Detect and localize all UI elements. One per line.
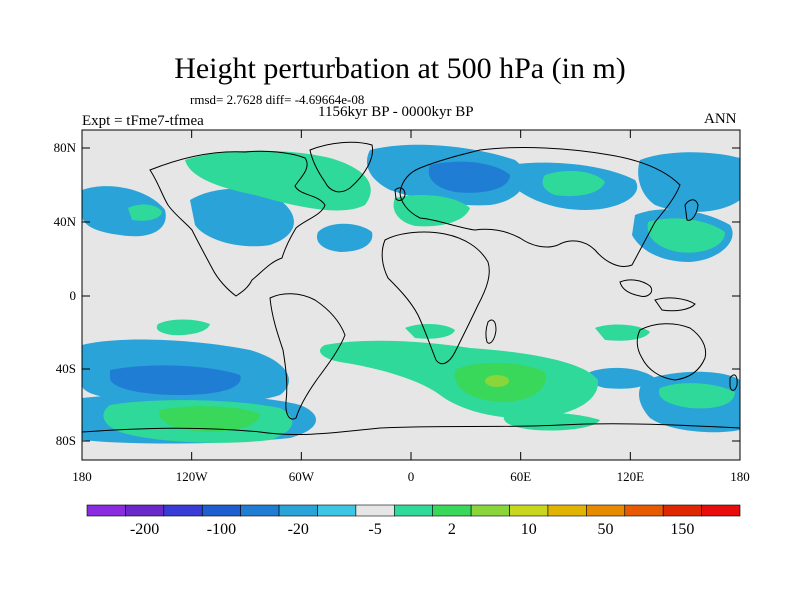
colorbar-label: 150 (670, 521, 694, 538)
map-title: Height perturbation at 500 hPa (in m) (174, 52, 626, 85)
positive-region-arctic-canada (185, 150, 371, 211)
lon-tick-label: 120W (176, 469, 209, 484)
colorbar-label: -200 (130, 521, 159, 538)
coastline-australia (636, 323, 707, 381)
colorbar-swatch (701, 504, 741, 517)
lat-tick-label: 80S (56, 433, 76, 448)
coastline-southeast-asia-islands (619, 279, 696, 312)
latitude-axis: 80N 40N 0 40S 80S (54, 140, 740, 448)
colorbar-swatch (509, 504, 549, 517)
colorbar-swatch (355, 504, 395, 517)
colorbar-swatch (278, 504, 318, 517)
lat-tick-label: 0 (70, 288, 77, 303)
colorbar-label: -20 (288, 521, 309, 538)
coastlines (82, 141, 740, 436)
colorbar-swatch (432, 504, 472, 517)
positive-core-south-pacific (159, 406, 260, 432)
lon-tick-label: 180 (72, 469, 92, 484)
colorbar-swatch (662, 504, 702, 517)
lon-tick-label: 120E (617, 469, 645, 484)
coastline-madagascar (485, 319, 497, 344)
longitude-axis: 180 120W 60W 0 60E 120E 180 (72, 130, 750, 484)
negative-region-south-indian (588, 367, 655, 389)
negative-core-pacific (110, 365, 241, 395)
colorbar-label: -100 (207, 521, 236, 538)
experiment-label: Expt = tFme7-tfmea (82, 113, 204, 129)
colorbar: -200 -100 -20 -5 2 10 50 150 (86, 504, 741, 538)
lon-tick-label: 60W (289, 469, 315, 484)
colorbar-swatch (240, 504, 280, 517)
negative-core-atlantic (428, 161, 510, 193)
negative-region-north-america (190, 188, 294, 247)
positive-peak-south-atlantic (485, 375, 509, 387)
colorbar-swatch (125, 504, 165, 517)
coastline-antarctica (82, 423, 740, 436)
season-label: ANN (704, 111, 737, 127)
colorbar-swatch (317, 504, 357, 517)
positive-region-south-australia (658, 383, 735, 409)
colorbar-swatch (393, 504, 434, 517)
positive-region-mediterranean (393, 195, 470, 227)
field-contours (82, 144, 740, 444)
coastline-africa (381, 231, 490, 365)
colorbar-label: 2 (448, 521, 456, 538)
positive-region-tropical-atlantic (405, 324, 455, 339)
colorbar-swatch (586, 504, 626, 517)
positive-region-west-pacific (647, 218, 725, 253)
positive-region-central-asia (542, 170, 605, 197)
lat-tick-label: 80N (54, 140, 77, 155)
positive-region-east-pacific-tropics (156, 319, 210, 336)
colorbar-label: -5 (368, 521, 381, 538)
colorbar-swatch (470, 504, 510, 517)
lat-tick-label: 40N (54, 214, 77, 229)
coastline-new-zealand (729, 374, 738, 391)
coastline-eurasia (399, 147, 681, 267)
coastline-greenland (309, 141, 374, 193)
lon-tick-label: 60E (510, 469, 531, 484)
colorbar-swatch (201, 504, 241, 517)
rmsd-diff-stats: rmsd= 2.7628 diff= -4.69664e-08 (190, 92, 365, 107)
colorbar-swatch (86, 504, 126, 517)
colorbar-label: 50 (598, 521, 614, 538)
coastline-south-america (269, 293, 346, 420)
colorbar-label: 10 (521, 521, 537, 538)
negative-region-east-asia (638, 152, 740, 212)
lon-tick-label: 0 (408, 469, 415, 484)
negative-region-mid-atlantic (316, 223, 373, 252)
coastline-japan (684, 199, 699, 221)
coastline-uk (394, 187, 406, 201)
colorbar-swatch (547, 504, 587, 517)
lat-tick-label: 40S (56, 361, 76, 376)
positive-region-indian-ocean (595, 324, 650, 341)
positive-region-north-pacific-small (128, 204, 162, 221)
coastline-north-america (149, 150, 326, 297)
negative-region-north-pacific (82, 186, 166, 237)
lon-tick-label: 180 (730, 469, 750, 484)
colorbar-swatch (624, 504, 664, 517)
time-period-label: 1156kyr BP - 0000kyr BP (318, 104, 474, 120)
colorbar-swatch (163, 504, 203, 517)
